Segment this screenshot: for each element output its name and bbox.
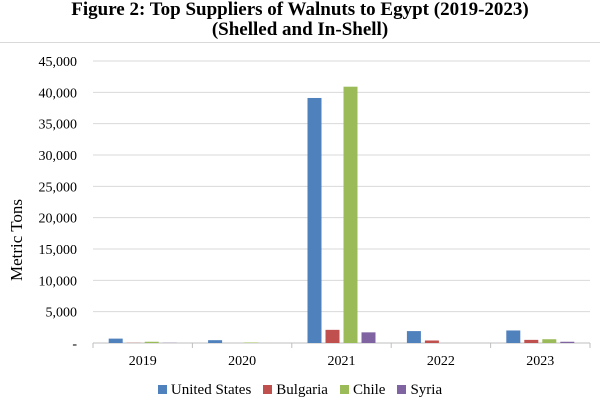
legend-swatch	[158, 385, 167, 394]
bar-chile	[542, 339, 556, 343]
y-tick-label: 20,000	[39, 212, 78, 227]
bar-united-states	[506, 330, 520, 343]
legend-item: Bulgaria	[263, 382, 328, 399]
bar-syria	[560, 342, 574, 343]
chart-title: Figure 2: Top Suppliers of Walnuts to Eg…	[0, 0, 600, 40]
legend-swatch	[397, 385, 406, 394]
x-tick-label: 2022	[427, 354, 455, 369]
y-tick-label: 10,000	[39, 274, 78, 289]
legend-item: United States	[158, 382, 251, 399]
x-tick-label: 2023	[526, 354, 554, 369]
bar-chart: Metric Tons - 5,000 10,000 15,000 20,000 25,0…	[0, 43, 600, 401]
bar-bulgaria	[326, 330, 340, 343]
y-tick-label: 25,000	[39, 180, 78, 195]
bar-united-states	[308, 98, 322, 343]
legend-label: Bulgaria	[276, 382, 328, 398]
x-tick-label: 2021	[328, 354, 356, 369]
y-tick-label: 15,000	[39, 243, 78, 258]
y-axis-label: Metric Tons	[7, 199, 26, 281]
chart-legend: United States Bulgaria Chile Syria	[0, 382, 600, 399]
chart-title-line-1: Figure 2: Top Suppliers of Walnuts to Eg…	[0, 0, 600, 20]
legend-label: Chile	[353, 382, 386, 398]
legend-item: Chile	[340, 382, 386, 399]
y-tick-label: 5,000	[46, 306, 78, 321]
bar-united-states	[407, 331, 421, 343]
bar-bulgaria	[425, 340, 439, 343]
bar-chile	[244, 342, 258, 343]
bar-united-states	[208, 340, 222, 343]
bar-bulgaria	[524, 340, 538, 343]
y-tick-label: 45,000	[39, 55, 78, 70]
y-tick-label: 40,000	[39, 86, 78, 101]
legend-item: Syria	[397, 382, 442, 399]
legend-label: United States	[171, 382, 251, 398]
y-tick-label: 35,000	[39, 118, 78, 133]
legend-swatch	[340, 385, 349, 394]
bar-syria	[362, 332, 376, 343]
y-tick-label: -	[72, 337, 77, 352]
legend-label: Syria	[410, 382, 442, 398]
legend-swatch	[263, 385, 272, 394]
y-tick-label: 30,000	[39, 149, 78, 164]
chart-title-line-2: (Shelled and In-Shell)	[0, 20, 600, 40]
chart-area: Metric Tons - 5,000 10,000 15,000 20,000 25,0…	[0, 42, 600, 401]
x-tick-label: 2020	[228, 354, 256, 369]
x-tick-label: 2019	[129, 354, 157, 369]
bar-chile	[344, 87, 358, 343]
bar-united-states	[109, 339, 123, 343]
bar-chile	[145, 342, 159, 343]
